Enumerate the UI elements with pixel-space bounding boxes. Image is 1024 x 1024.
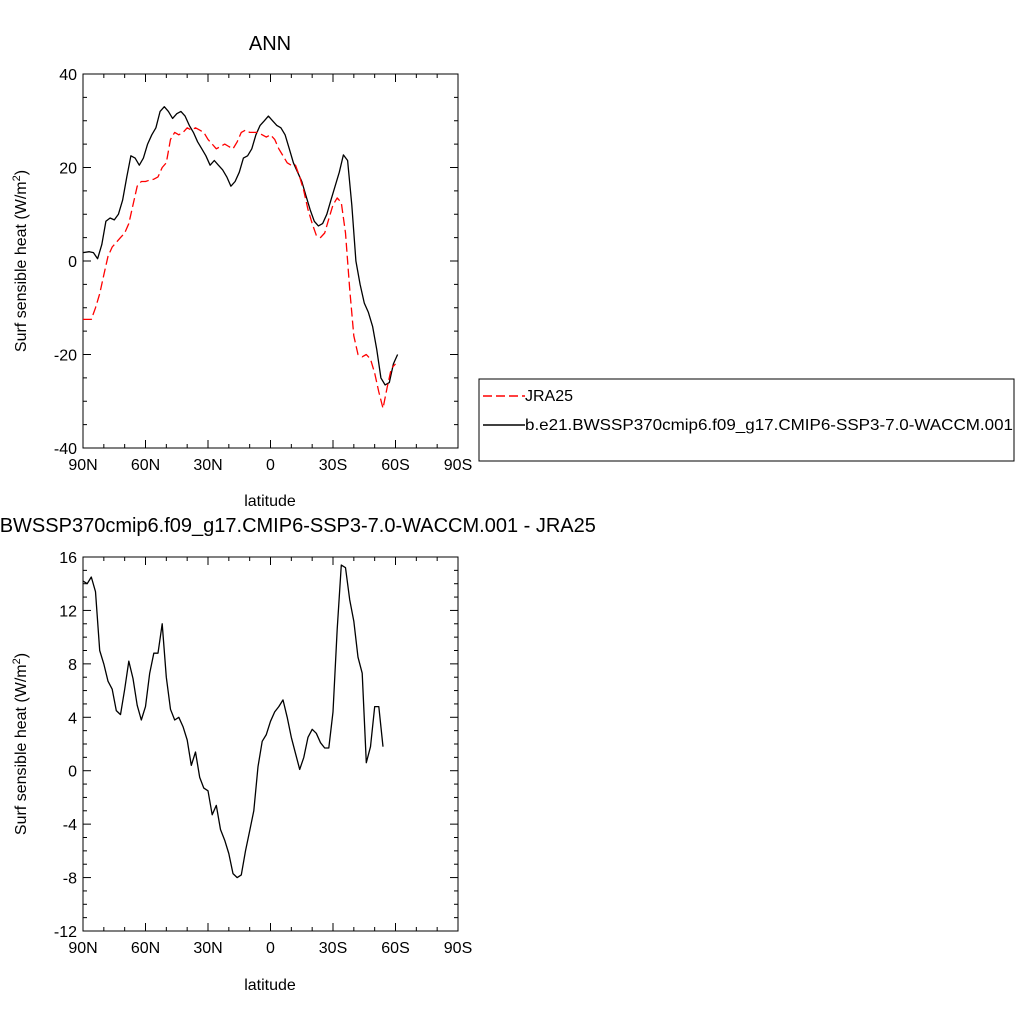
- y-axis-label: Surf sensible heat (W/m2): [11, 170, 30, 352]
- axis-ticks: 90N 60N 30N 0 30S 60S 90S 40 20 0 -20 -40: [54, 67, 472, 474]
- y-tick-label: -12: [54, 924, 77, 941]
- panel-title: ANN: [249, 33, 291, 55]
- y-tick-label: 4: [68, 710, 77, 727]
- x-tick-label: 60N: [131, 457, 160, 474]
- x-tick-label: 30S: [319, 457, 347, 474]
- legend-label-model: b.e21.BWSSP370cmip6.f09_g17.CMIP6-SSP3-7…: [525, 417, 1013, 434]
- axis-ticks: 90N 60N 30N 0 30S 60S 90S 16 12 8 4 0 -4 -8 -12: [54, 550, 472, 957]
- legend-box: [478, 378, 1015, 462]
- y-tick-label: -4: [63, 817, 77, 834]
- mean-profile-panel: ANN 90N 60N 30N 0 30S 60S 90S 40 20 0 -20 -40 latit…: [11, 33, 472, 510]
- x-tick-label: 30N: [193, 940, 222, 957]
- y-tick-label: 8: [68, 657, 77, 674]
- legend-label-jra25: JRA25: [525, 388, 573, 405]
- y-tick-label: 20: [59, 161, 77, 178]
- x-axis-label: latitude: [244, 493, 296, 510]
- x-tick-label: 60N: [131, 940, 160, 957]
- x-tick-label: 0: [266, 940, 275, 957]
- x-tick-label: 60S: [381, 940, 409, 957]
- x-tick-label: 0: [266, 457, 275, 474]
- difference-panel: b.e21.BWSSP370cmip6.f09_g17.CMIP6-SSP3-7…: [0, 515, 596, 994]
- y-tick-label: -40: [54, 441, 77, 458]
- y-tick-label: 40: [59, 67, 77, 84]
- y-tick-label: 16: [59, 550, 77, 567]
- series-line-difference: [82, 564, 384, 879]
- x-tick-label: 90N: [68, 457, 97, 474]
- x-axis-label: latitude: [244, 977, 296, 994]
- legend: JRA25 b.e21.BWSSP370cmip6.f09_g17.CMIP6-…: [478, 378, 1015, 462]
- y-tick-label: -8: [63, 871, 77, 888]
- x-tick-label: 90S: [444, 940, 472, 957]
- plot-frame: [82, 556, 459, 932]
- x-tick-label: 30N: [193, 457, 222, 474]
- panel-title: b.e21.BWSSP370cmip6.f09_g17.CMIP6-SSP3-7…: [0, 515, 596, 537]
- plot-frame: [82, 73, 459, 449]
- series-line-jra25: [83, 127, 396, 409]
- y-tick-label: -20: [54, 348, 77, 365]
- x-tick-label: 90S: [444, 457, 472, 474]
- x-tick-label: 30S: [319, 940, 347, 957]
- y-axis-label: Surf sensible heat (W/m2): [11, 653, 30, 835]
- series-lines: [82, 564, 384, 879]
- x-tick-label: 60S: [381, 457, 409, 474]
- series-line-model: [82, 106, 399, 386]
- y-tick-label: 12: [59, 603, 77, 620]
- y-tick-label: 0: [68, 254, 77, 271]
- y-tick-label: 0: [68, 764, 77, 781]
- x-tick-label: 90N: [68, 940, 97, 957]
- series-lines: [82, 106, 399, 409]
